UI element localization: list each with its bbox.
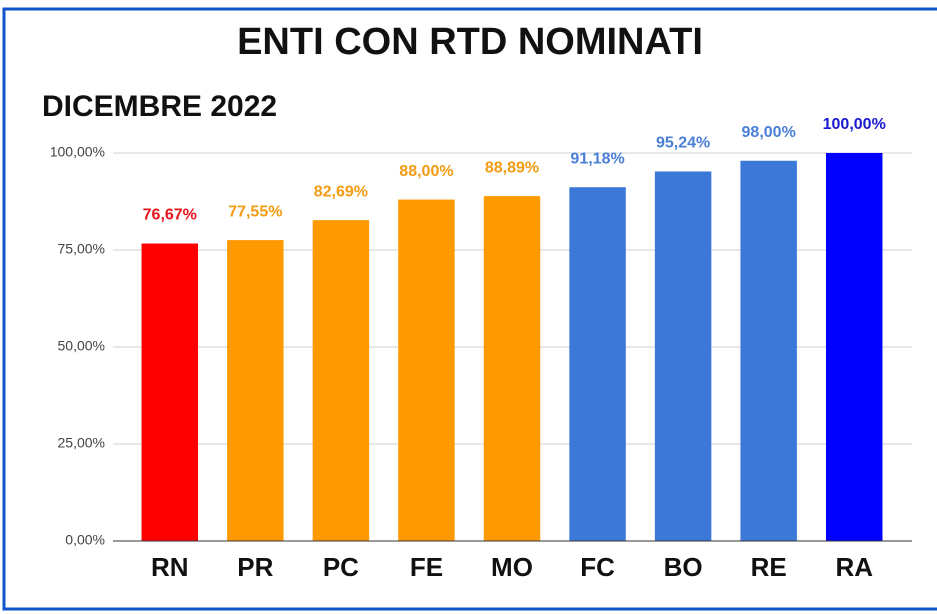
y-tick-label: 75,00% (58, 241, 105, 257)
y-tick-label: 25,00% (58, 435, 105, 451)
x-tick-label: FE (410, 552, 443, 582)
value-label: 88,00% (399, 163, 453, 180)
value-label: 100,00% (823, 116, 886, 133)
x-tick-label: RN (151, 552, 189, 582)
x-tick-label: PR (237, 552, 273, 582)
bar (398, 199, 455, 541)
value-label: 76,67% (143, 207, 197, 224)
value-label: 77,55% (228, 203, 282, 220)
value-label: 88,89% (485, 159, 539, 176)
y-tick-label: 50,00% (58, 338, 105, 354)
bar (141, 243, 199, 542)
bar (654, 171, 712, 541)
x-tick-label: RA (835, 552, 873, 582)
bar (825, 153, 883, 541)
bar (227, 240, 284, 541)
chart-subtitle: DICEMBRE 2022 (42, 90, 277, 123)
x-tick-label: FC (580, 552, 615, 582)
y-tick-label: 0,00% (65, 532, 105, 548)
value-label: 82,69% (314, 183, 368, 200)
bar (312, 220, 370, 542)
value-label: 98,00% (742, 124, 796, 141)
chart-title: ENTI CON RTD NOMINATI (237, 21, 703, 63)
bar (569, 187, 626, 541)
value-label: 91,18% (570, 150, 624, 167)
y-tick-label: 100,00% (50, 144, 105, 160)
x-tick-label: BO (664, 552, 703, 582)
x-tick-label: MO (491, 552, 533, 582)
bar (483, 196, 541, 541)
bar (740, 160, 797, 541)
value-label: 95,24% (656, 135, 710, 152)
x-tick-label: RE (751, 552, 787, 582)
x-tick-label: PC (323, 552, 359, 582)
